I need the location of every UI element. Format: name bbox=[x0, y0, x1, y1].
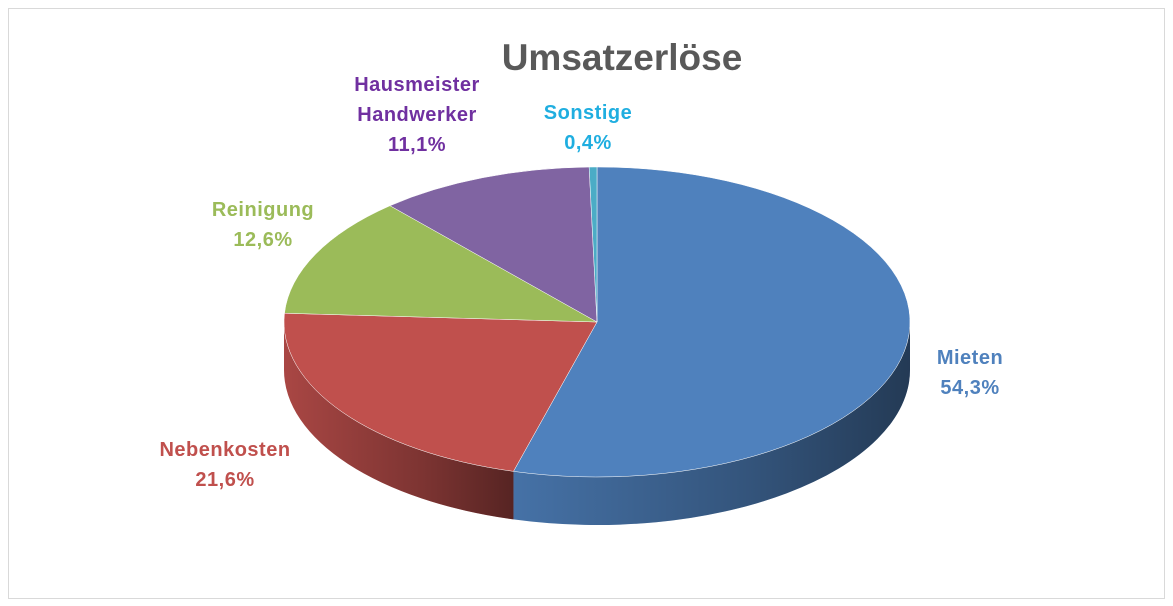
slice bbox=[513, 166, 911, 478]
category-label: Reinigung bbox=[211, 199, 315, 221]
data-label: Hausmeister Handwerker 11,1% bbox=[342, 70, 492, 160]
slice-side-shade bbox=[284, 322, 514, 520]
category-label: Hausmeister Handwerker bbox=[354, 74, 480, 126]
slice bbox=[283, 312, 598, 472]
category-label: Sonstige bbox=[543, 102, 633, 124]
data-label: Nebenkosten 21,6% bbox=[150, 435, 300, 495]
value-label: 54,3% bbox=[940, 377, 1000, 399]
value-label: 21,6% bbox=[195, 469, 255, 491]
value-label: 0,4% bbox=[564, 132, 612, 154]
value-label: 12,6% bbox=[233, 229, 293, 251]
category-label: Mieten bbox=[936, 347, 1004, 369]
category-label: Nebenkosten bbox=[159, 439, 291, 461]
slice-side-shade bbox=[513, 322, 910, 525]
chart-title: Umsatzerlöse bbox=[501, 37, 743, 78]
value-label: 11,1% bbox=[387, 134, 447, 156]
data-label: Mieten 54,3% bbox=[895, 343, 1045, 403]
data-label: Sonstige 0,4% bbox=[513, 98, 663, 158]
data-label: Reinigung 12,6% bbox=[188, 195, 338, 255]
slice bbox=[588, 166, 598, 323]
slice bbox=[389, 166, 598, 323]
slice bbox=[284, 205, 598, 323]
